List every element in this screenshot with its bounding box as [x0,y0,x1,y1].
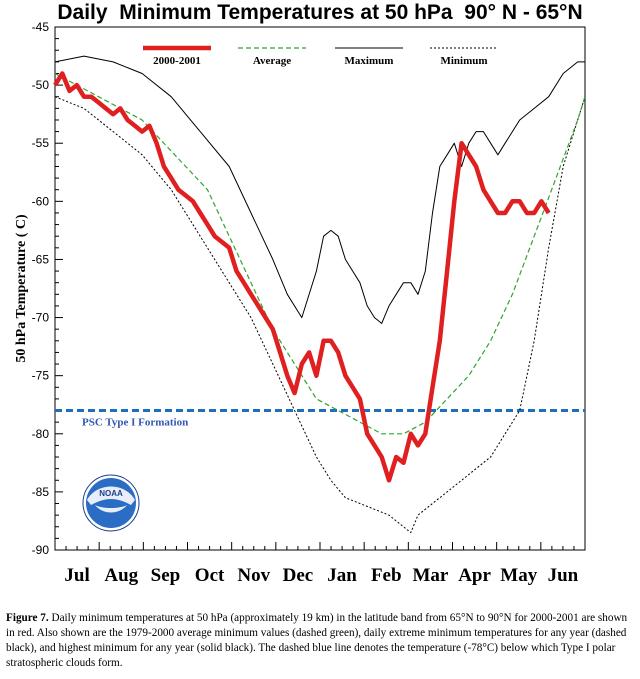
series-line-maximum [54,55,585,324]
month-label-sep: Sep [151,565,181,586]
psc-threshold-label: PSC Type I Formation [82,417,188,429]
y-tick-label: -50 [32,78,50,92]
month-label-mar: Mar [412,565,448,586]
month-label-feb: Feb [371,565,402,586]
noaa-logo-text: NOAA [99,489,123,498]
y-tick-label: -55 [32,136,50,150]
y-axis-label: 50 hPa Temperature ( C) [14,214,29,363]
noaa-logo-icon: NOAA [82,474,140,532]
y-tick-label: -65 [32,252,50,266]
month-label-dec: Dec [283,565,314,586]
month-label-jan: Jan [327,565,357,586]
legend-label-minimum: Minimum [440,55,487,67]
y-tick-label: -70 [32,311,50,325]
month-label-jul: Jul [64,565,89,586]
caption-lead: Figure 7. [6,612,49,624]
month-label-apr: Apr [458,565,491,586]
y-tick-label: -90 [32,543,50,557]
legend-label-maximum: Maximum [345,55,394,67]
month-label-jun: Jun [548,565,579,586]
month-label-aug: Aug [104,565,138,586]
legend-label-average: Average [253,55,291,67]
y-tick-label: -60 [32,194,50,208]
y-tick-label: -85 [32,485,50,499]
y-tick-label: -75 [32,369,50,383]
series-line-2000-2001 [53,71,551,483]
y-tick-label: -80 [32,427,50,441]
series-line-minimum [54,96,586,534]
legend-label-actual: 2000-2001 [153,55,201,67]
month-label-oct: Oct [195,565,225,586]
plot-frame [54,26,586,551]
y-tick-label: -45 [32,20,50,34]
month-label-nov: Nov [237,565,270,586]
chart-title: Daily Minimum Temperatures at 50 hPa 90°… [57,1,583,24]
caption-text: Daily minimum temperatures at 50 hPa (ap… [6,612,628,669]
figure-caption: Figure 7. Daily minimum temperatures at … [6,611,636,671]
temperature-chart: -45 -50 -55 -60 -65 -70 -75 -80 -85 -90 Jul Aug Sep O… [14,20,586,586]
month-label-may: May [500,565,537,586]
